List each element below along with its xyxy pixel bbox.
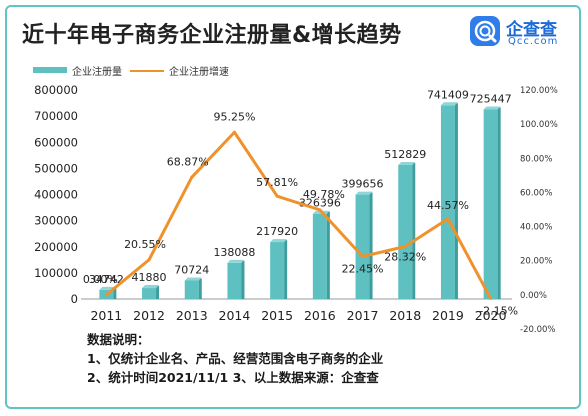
y-left-tick-label: 400000	[34, 188, 78, 202]
growth-value-label: 0.00%	[83, 273, 118, 286]
bar-top	[227, 259, 245, 263]
growth-point	[147, 258, 151, 262]
y-right-tick-label: 100.00%	[520, 120, 558, 130]
notes-line-1: 1、仅统计企业名、产品、经营范围含电子商务的企业	[87, 351, 384, 366]
bar-value-label: 138088	[213, 246, 255, 259]
x-tick-label: 2018	[389, 308, 421, 323]
bar	[142, 288, 157, 299]
y-left-tick-label: 500000	[34, 161, 78, 175]
x-tick-label: 2013	[176, 308, 208, 323]
bar-top	[270, 239, 288, 243]
bar-side	[113, 287, 117, 299]
growth-value-label: 20.55%	[124, 238, 166, 251]
growth-point	[275, 194, 279, 198]
y-left-tick-label: 0	[71, 292, 78, 306]
x-tick-label: 2014	[219, 308, 251, 323]
qcc-logo-icon	[470, 16, 500, 46]
growth-point	[446, 217, 450, 221]
bar	[270, 242, 285, 299]
y-right-tick-label: 60.00%	[520, 188, 552, 198]
y-left-tick-label: 700000	[34, 109, 78, 123]
bar-side	[156, 286, 160, 299]
bar-side	[369, 192, 373, 299]
growth-point	[104, 293, 108, 297]
x-tick-label: 2019	[432, 308, 464, 323]
bar-value-label: 217920	[256, 225, 298, 238]
bar-top	[440, 102, 458, 106]
x-tick-label: 2015	[261, 308, 293, 323]
bar-value-label: 41880	[132, 271, 167, 284]
chart-title: 近十年电子商务企业注册量&增长趋势	[22, 23, 402, 48]
growth-value-label: 22.45%	[342, 263, 384, 276]
brand-name: 企查查	[506, 20, 557, 40]
x-tick-label: 2012	[133, 308, 165, 323]
growth-point	[489, 297, 493, 301]
bar-side	[241, 260, 245, 299]
growth-value-label: -2.15%	[479, 305, 518, 318]
y-right-tick-label: 40.00%	[520, 223, 552, 233]
bar-side	[497, 107, 501, 299]
brand-domain: Qcc.com	[508, 36, 559, 47]
growth-line	[105, 130, 492, 300]
y-left-tick-label: 800000	[34, 83, 78, 97]
bar	[355, 194, 370, 299]
growth-value-label: 49.78%	[303, 188, 345, 201]
bar-side	[412, 163, 416, 299]
growth-value-label: 57.81%	[256, 176, 298, 189]
growth-value-label: 95.25%	[213, 110, 255, 123]
legend-line-swatch	[130, 70, 164, 72]
growth-point	[318, 208, 322, 212]
growth-point	[361, 255, 365, 259]
bar-top	[483, 106, 501, 110]
x-tick-label: 2016	[304, 308, 336, 323]
growth-point	[403, 245, 407, 249]
bar	[440, 105, 455, 299]
bar-value-label: 512829	[384, 148, 426, 161]
y-left-tick-label: 600000	[34, 135, 78, 149]
x-tick-label: 2011	[90, 308, 122, 323]
y-left-tick-label: 200000	[34, 240, 78, 254]
bar-value-label: 725447	[470, 92, 512, 105]
growth-point	[190, 175, 194, 179]
growth-value-label: 28.32%	[384, 251, 426, 264]
y-right-tick-label: -20.00%	[520, 325, 555, 335]
bar	[227, 262, 242, 299]
bar-top	[142, 285, 160, 289]
growth-value-label: 44.57%	[427, 199, 469, 212]
notes-line-2: 2、统计时间2021/11/1 3、以上数据来源：企查查	[87, 370, 379, 385]
brand-logo: 企查查 Qcc.com	[470, 14, 580, 54]
bar-side	[326, 211, 330, 299]
legend-bar-swatch	[33, 67, 67, 73]
bar-side	[454, 103, 458, 299]
legend-label-growth: 企业注册增速	[169, 67, 229, 78]
y-left-tick-label: 100000	[34, 266, 78, 280]
bar	[312, 213, 327, 299]
bar-top	[398, 162, 416, 166]
legend-label-registrations: 企业注册量	[72, 67, 122, 78]
bar	[184, 280, 199, 299]
bar-value-label: 34742	[89, 273, 124, 286]
notes-heading: 数据说明：	[87, 332, 150, 347]
y-right-tick-label: 0.00%	[520, 291, 547, 301]
x-tick-label: 2020	[475, 308, 507, 323]
growth-value-label: 68.87%	[167, 155, 209, 168]
bar-top	[355, 191, 373, 195]
y-left-tick-label: 300000	[34, 214, 78, 228]
bar-value-label: 70724	[174, 264, 209, 277]
bar-side	[284, 240, 288, 299]
growth-point	[232, 130, 236, 134]
bar-value-label: 741409	[427, 88, 469, 101]
y-right-tick-label: 80.00%	[520, 154, 552, 164]
y-right-tick-label: 120.00%	[520, 86, 558, 96]
bar-value-label: 399656	[342, 178, 384, 191]
bar	[398, 165, 413, 299]
bar-top	[184, 277, 202, 281]
x-tick-label: 2017	[347, 308, 379, 323]
bar	[483, 109, 498, 299]
data-notes: 数据说明： 1、仅统计企业名、产品、经营范围含电子商务的企业 2、统计时间202…	[87, 330, 383, 387]
bar-side	[198, 278, 202, 299]
y-right-tick-label: 20.00%	[520, 257, 552, 267]
